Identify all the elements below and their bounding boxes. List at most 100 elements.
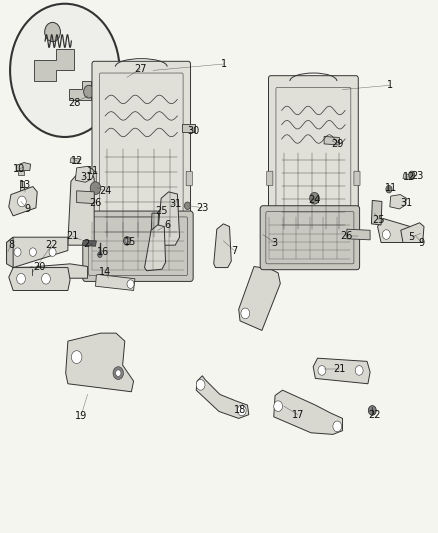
FancyBboxPatch shape xyxy=(266,212,354,264)
Text: 20: 20 xyxy=(33,262,46,271)
Polygon shape xyxy=(69,81,91,100)
FancyBboxPatch shape xyxy=(99,73,183,241)
Text: 7: 7 xyxy=(231,246,237,255)
Circle shape xyxy=(386,185,392,193)
Text: 6: 6 xyxy=(165,220,171,230)
Circle shape xyxy=(382,230,390,239)
Polygon shape xyxy=(7,237,13,268)
Text: 26: 26 xyxy=(89,198,102,207)
Text: 29: 29 xyxy=(331,139,343,149)
Polygon shape xyxy=(95,274,135,290)
Polygon shape xyxy=(371,200,382,225)
Polygon shape xyxy=(145,225,166,271)
Circle shape xyxy=(274,401,283,411)
Circle shape xyxy=(98,252,102,257)
Text: 3: 3 xyxy=(272,238,278,247)
Circle shape xyxy=(124,237,131,245)
Polygon shape xyxy=(7,237,68,268)
Text: 11: 11 xyxy=(385,183,397,192)
Text: 28: 28 xyxy=(68,98,81,108)
Circle shape xyxy=(409,171,415,179)
FancyBboxPatch shape xyxy=(92,61,191,253)
Polygon shape xyxy=(324,136,339,145)
Polygon shape xyxy=(196,376,249,418)
Polygon shape xyxy=(214,224,231,268)
Text: 9: 9 xyxy=(419,238,425,247)
FancyBboxPatch shape xyxy=(354,171,360,185)
FancyBboxPatch shape xyxy=(83,211,193,281)
Circle shape xyxy=(368,406,376,415)
Polygon shape xyxy=(20,181,33,197)
Text: 24: 24 xyxy=(99,186,111,196)
Text: 10: 10 xyxy=(13,164,25,174)
Polygon shape xyxy=(9,187,37,216)
Text: 22: 22 xyxy=(368,410,381,419)
Text: 8: 8 xyxy=(8,240,14,250)
Text: 22: 22 xyxy=(46,240,58,250)
Text: 14: 14 xyxy=(99,267,111,277)
Circle shape xyxy=(17,273,25,284)
Circle shape xyxy=(71,351,82,364)
Circle shape xyxy=(196,379,205,390)
Circle shape xyxy=(10,4,120,137)
FancyBboxPatch shape xyxy=(90,172,96,186)
Text: 12: 12 xyxy=(403,172,415,182)
FancyBboxPatch shape xyxy=(260,206,360,270)
Polygon shape xyxy=(378,219,423,243)
Text: 25: 25 xyxy=(373,215,385,224)
Polygon shape xyxy=(77,191,94,204)
Polygon shape xyxy=(70,158,80,164)
Text: 26: 26 xyxy=(340,231,352,240)
Text: 1: 1 xyxy=(387,80,393,90)
FancyBboxPatch shape xyxy=(267,171,273,185)
Text: 1: 1 xyxy=(221,59,227,69)
Polygon shape xyxy=(151,213,159,236)
Circle shape xyxy=(408,230,416,239)
Circle shape xyxy=(310,192,319,204)
Polygon shape xyxy=(18,171,24,175)
Circle shape xyxy=(28,267,35,277)
Text: 27: 27 xyxy=(134,64,146,74)
Circle shape xyxy=(84,85,94,98)
Circle shape xyxy=(333,421,342,432)
Circle shape xyxy=(29,248,36,256)
Text: 23: 23 xyxy=(197,203,209,213)
Polygon shape xyxy=(37,264,88,278)
Circle shape xyxy=(125,239,129,243)
Text: 2: 2 xyxy=(84,239,90,248)
Text: 31: 31 xyxy=(400,198,413,207)
Polygon shape xyxy=(274,390,343,434)
Circle shape xyxy=(241,308,250,319)
Polygon shape xyxy=(82,240,96,246)
Circle shape xyxy=(318,366,326,375)
Text: 16: 16 xyxy=(97,247,110,256)
Text: 17: 17 xyxy=(292,410,304,419)
Text: 31: 31 xyxy=(81,172,93,182)
Polygon shape xyxy=(239,266,280,330)
Text: 5: 5 xyxy=(409,232,415,242)
Circle shape xyxy=(90,182,101,195)
Polygon shape xyxy=(34,49,74,81)
Text: 24: 24 xyxy=(308,196,321,205)
Text: 21: 21 xyxy=(66,231,78,241)
Circle shape xyxy=(184,202,191,209)
FancyBboxPatch shape xyxy=(186,172,192,186)
Circle shape xyxy=(45,22,60,42)
Polygon shape xyxy=(313,358,370,384)
Polygon shape xyxy=(75,166,94,182)
Text: 15: 15 xyxy=(124,237,136,247)
Text: 25: 25 xyxy=(155,206,167,216)
Circle shape xyxy=(355,366,363,375)
Text: 18: 18 xyxy=(234,406,246,415)
Polygon shape xyxy=(66,333,134,392)
Circle shape xyxy=(127,280,134,288)
Circle shape xyxy=(113,367,124,379)
Polygon shape xyxy=(9,268,70,290)
Text: 21: 21 xyxy=(333,364,346,374)
Circle shape xyxy=(237,405,246,416)
Circle shape xyxy=(42,273,50,284)
Text: 12: 12 xyxy=(71,156,83,166)
Polygon shape xyxy=(68,173,94,245)
Polygon shape xyxy=(17,163,31,171)
Polygon shape xyxy=(390,195,406,209)
